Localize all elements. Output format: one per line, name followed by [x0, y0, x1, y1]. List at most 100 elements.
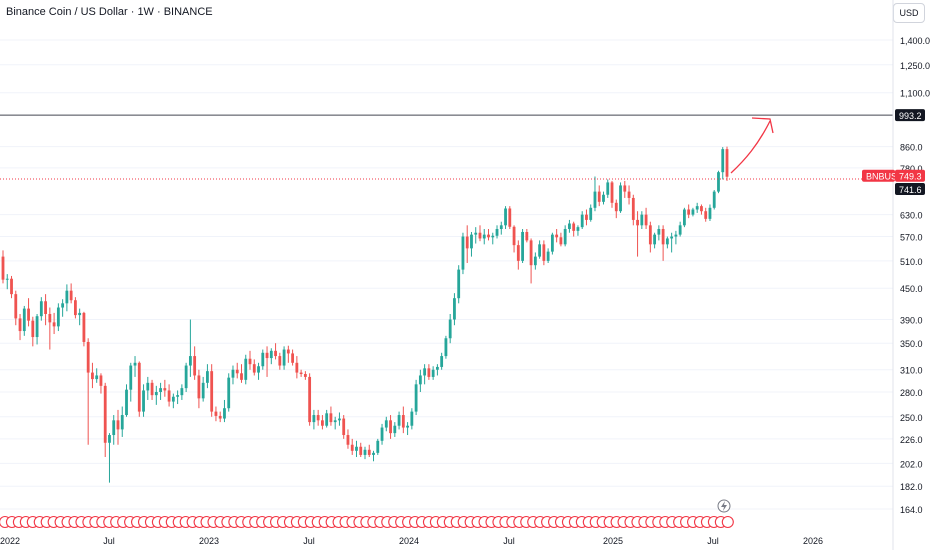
candle-body	[674, 234, 678, 237]
candle	[631, 194, 635, 226]
candle-body	[619, 185, 622, 212]
candle	[589, 204, 593, 222]
candle	[580, 211, 584, 229]
candle-body	[227, 377, 231, 409]
candle	[291, 349, 295, 366]
events-row	[0, 499, 734, 529]
candle	[18, 313, 22, 341]
candle	[550, 232, 554, 255]
candle	[563, 225, 567, 247]
candle	[299, 369, 303, 377]
arrow-head-icon	[751, 117, 774, 134]
x-tick-label: Jul	[707, 536, 719, 546]
candle-body	[636, 219, 639, 226]
x-tick-label: Jul	[103, 536, 115, 546]
candle-body	[31, 320, 35, 338]
candle-body	[316, 415, 320, 421]
level-2-tag-bg	[895, 182, 925, 195]
candle	[418, 369, 422, 393]
candle	[142, 384, 145, 417]
candle	[533, 252, 537, 270]
candle	[721, 147, 725, 180]
candle	[22, 305, 26, 336]
candle	[623, 180, 627, 198]
y-tick-label: 250.0	[900, 413, 923, 423]
candle	[636, 211, 639, 257]
candle-body	[82, 312, 86, 342]
candle-body	[137, 362, 141, 412]
candle-body	[78, 312, 82, 316]
candle-body	[457, 269, 461, 299]
candle-body	[563, 228, 567, 245]
candle	[31, 316, 35, 347]
candle-body	[321, 420, 324, 426]
candle-body	[538, 244, 542, 257]
candle-body	[550, 234, 554, 252]
candle-body	[389, 420, 392, 434]
candle	[120, 406, 124, 437]
level-2-tag-text: 741.6	[899, 185, 922, 195]
y-tick-label: 1,400.0	[900, 36, 930, 46]
candle-body	[295, 362, 299, 373]
candle-body	[10, 278, 13, 295]
candle-body	[278, 356, 282, 366]
candle-body	[512, 226, 516, 246]
candle-body	[384, 420, 388, 428]
candle	[504, 206, 507, 229]
candle	[674, 230, 678, 245]
candle	[572, 221, 576, 237]
candle	[252, 359, 256, 376]
candle	[619, 182, 622, 213]
candle	[665, 236, 669, 249]
candle	[508, 206, 512, 229]
candle-body	[717, 172, 720, 192]
candle-body	[171, 396, 175, 402]
candle	[359, 442, 363, 458]
candle	[1, 250, 5, 284]
candle-body	[14, 294, 18, 319]
candle	[210, 364, 214, 417]
candle-body	[499, 225, 503, 229]
candle-body	[73, 300, 77, 316]
candle	[73, 297, 77, 319]
candle	[248, 350, 252, 370]
candle	[312, 409, 316, 430]
candle	[372, 450, 375, 462]
candle	[39, 297, 43, 321]
candle-body	[201, 382, 205, 399]
candle	[363, 446, 367, 460]
candle	[474, 227, 478, 244]
last-price-tag: 749.3	[895, 169, 925, 182]
candle	[355, 440, 358, 458]
candle	[346, 429, 350, 449]
candle	[495, 225, 499, 239]
candle	[176, 390, 180, 405]
y-tick-label: 390.0	[900, 316, 923, 326]
candle-body	[401, 415, 405, 428]
candle	[223, 399, 226, 423]
candle	[704, 207, 708, 222]
candle	[414, 379, 418, 416]
candle-body	[120, 415, 124, 430]
candle	[602, 191, 605, 205]
candle-body	[525, 231, 529, 241]
candle	[61, 299, 65, 317]
x-tick-label: 2025	[603, 536, 623, 546]
candle	[325, 409, 329, 428]
candle-body	[427, 368, 431, 377]
candle	[559, 232, 563, 247]
candle	[82, 311, 86, 347]
x-tick-label: Jul	[503, 536, 515, 546]
y-tick-label: 510.0	[900, 257, 923, 267]
candle	[448, 313, 452, 344]
y-tick-label: 570.0	[900, 233, 923, 243]
candle-body	[159, 388, 162, 393]
candle-body	[665, 238, 669, 245]
candle	[521, 228, 524, 264]
x-tick-label: 2023	[199, 536, 219, 546]
candle	[661, 225, 665, 261]
candle	[184, 362, 188, 393]
horizontal-levels	[0, 114, 893, 180]
candle-body	[163, 388, 167, 391]
